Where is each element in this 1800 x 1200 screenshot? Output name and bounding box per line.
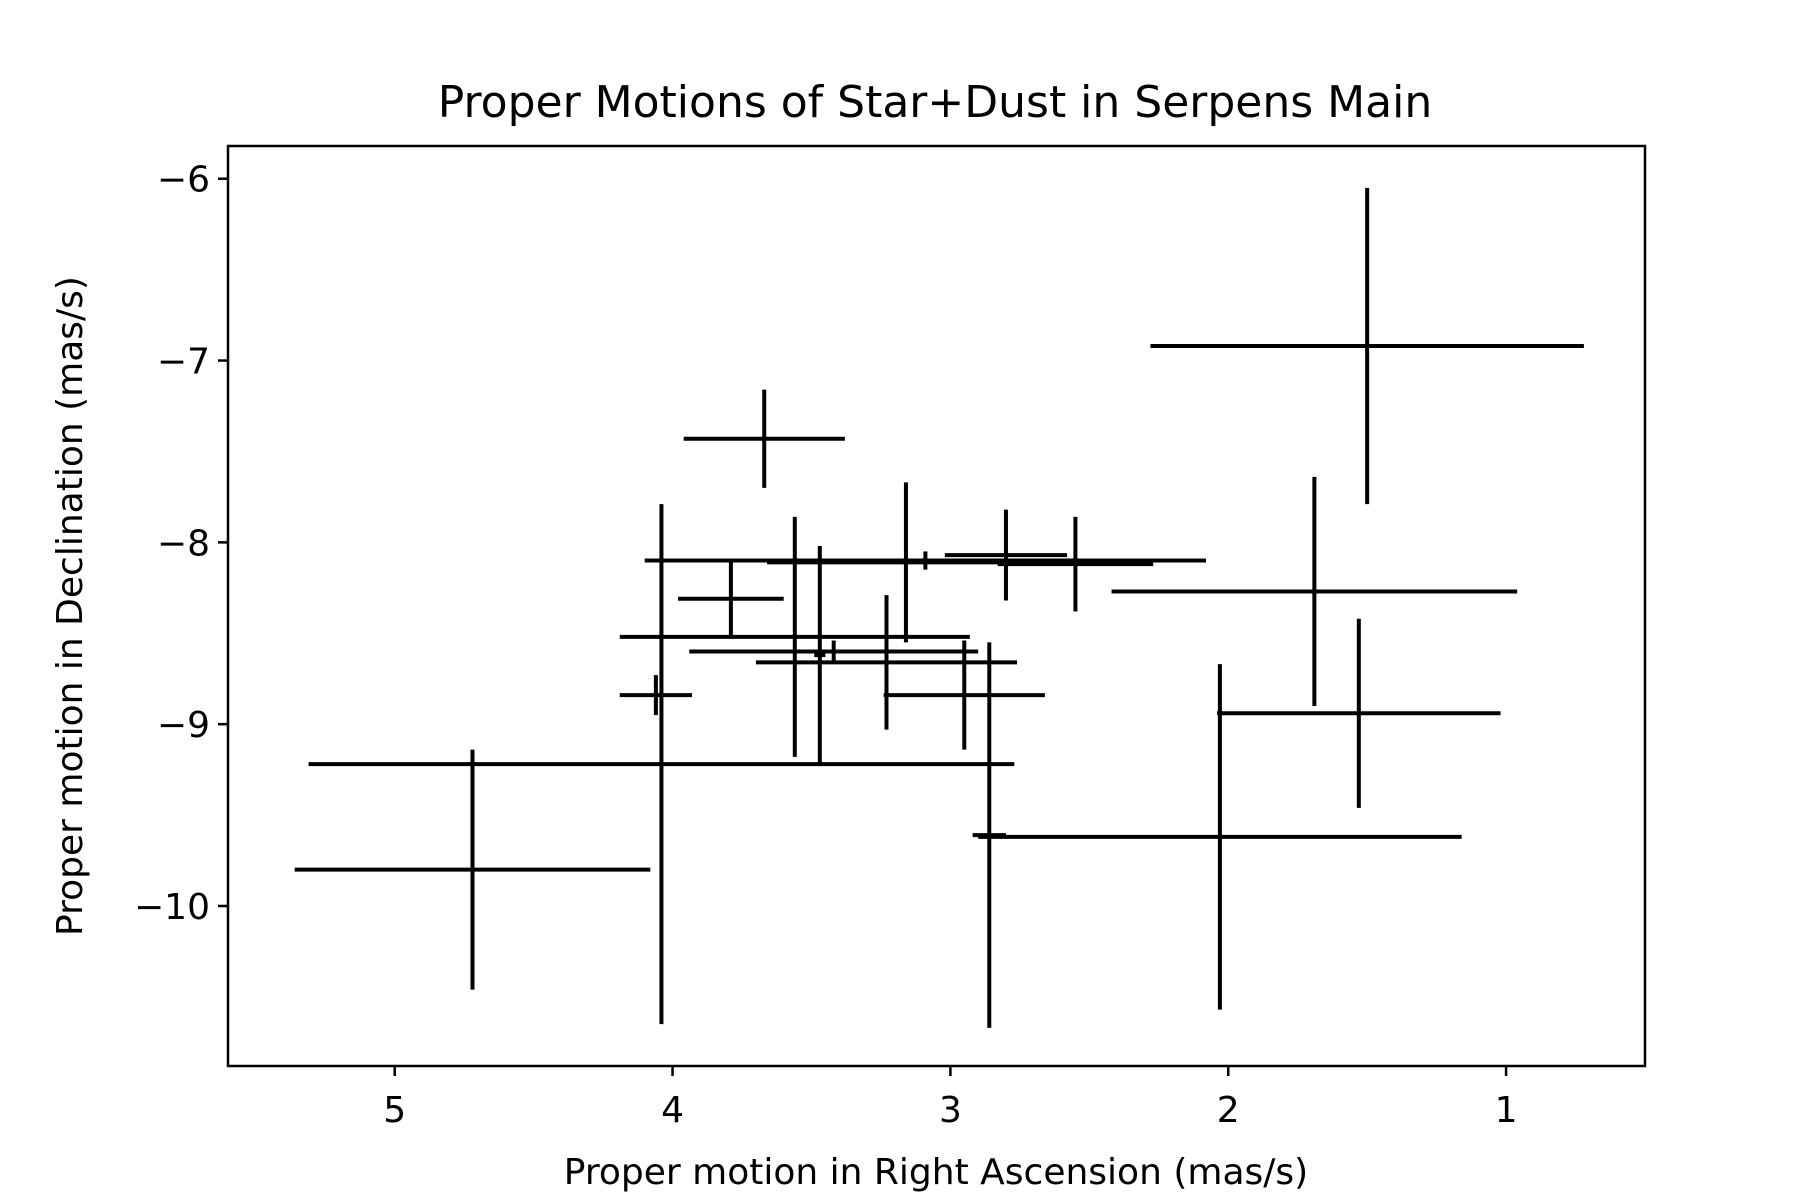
error-bars-layer: [294, 187, 1584, 1028]
x-axis-label: Proper motion in Right Ascension (mas/s): [564, 1152, 1308, 1193]
errorbar-point: [683, 389, 845, 488]
errorbar-point: [294, 749, 651, 990]
errorbar-point: [619, 675, 692, 716]
chart-title: Proper Motions of Star+Dust in Serpens M…: [438, 77, 1432, 128]
errorbar-point: [814, 546, 826, 765]
y-tick-label: −7: [157, 342, 210, 383]
plot-frame: [226, 144, 1647, 1068]
y-axis-ticks: −6 −7 −8 −9 −10: [134, 160, 228, 928]
errorbar-point: [1150, 187, 1584, 505]
errorbar-point: [678, 560, 784, 637]
errorbar-point: [883, 640, 1045, 750]
errorbar-point: [1217, 618, 1501, 808]
errorbar-point: [308, 504, 1015, 1025]
x-tick-label: 1: [1495, 1090, 1518, 1131]
x-axis-ticks: 5 4 3 2 1: [383, 1066, 1518, 1131]
errorbar-point: [978, 664, 1462, 1010]
errorbar-point: [944, 509, 1068, 601]
y-axis-label: Proper motion in Declination (mas/s): [50, 276, 91, 936]
y-tick-label: −10: [134, 887, 210, 928]
y-tick-label: −6: [157, 160, 210, 201]
errorbar-point: [755, 595, 1018, 730]
y-tick-label: −9: [157, 705, 210, 746]
errorbar-point: [997, 516, 1154, 612]
errorbar-point: [619, 516, 970, 757]
x-tick-label: 2: [1217, 1090, 1240, 1131]
x-tick-label: 3: [939, 1090, 962, 1131]
y-tick-label: −8: [157, 523, 210, 564]
errorbar-point: [644, 551, 1207, 570]
errorbar-point: [689, 640, 979, 663]
x-tick-label: 5: [383, 1090, 406, 1131]
errorbar-point: [1111, 476, 1518, 706]
x-tick-label: 4: [661, 1090, 684, 1131]
